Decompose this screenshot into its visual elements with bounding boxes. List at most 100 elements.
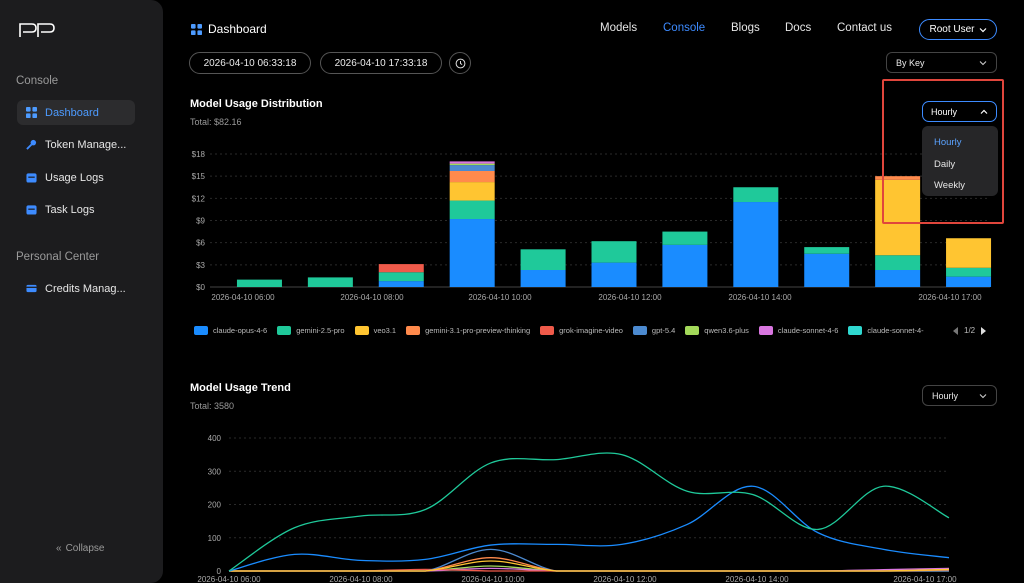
legend-item[interactable]: claude-sonnet-4-6 [758,326,838,335]
nav-contact-us[interactable]: Contact us [837,22,892,34]
dashboard-icon [191,23,202,35]
time-picker-button[interactable] [449,52,471,74]
sidebar-item-label: Token Manage... [45,138,127,151]
trend-line [228,565,949,572]
collapse-button[interactable]: «Collapse [56,543,104,554]
x-tick-label: 2026-04-10 08:00 [340,293,404,302]
sidebar-item-task-logs[interactable]: Task Logs [17,197,135,222]
nav-docs[interactable]: Docs [785,22,812,34]
legend-swatch [194,326,208,335]
legend-label: claude-opus-4-6 [213,326,268,335]
legend-item[interactable]: qwen3.6-plus [685,326,749,335]
y-tick-label: $6 [196,239,205,248]
x-tick-label: 2026-04-10 14:00 [728,293,792,302]
group-by-select[interactable]: By Key [886,52,997,73]
trend-line [228,485,950,572]
y-tick-label: $0 [196,283,205,292]
caret-left-icon[interactable] [953,326,959,335]
y-tick-label: 200 [208,501,222,510]
sidebar-item-credits-management[interactable]: Credits Manag... [17,276,135,301]
bar-segment [307,277,353,287]
bar-segment [378,272,424,282]
bar-segment [875,176,921,180]
page-title-text: Dashboard [208,22,267,36]
legend-swatch [406,326,421,335]
bar-segment [591,262,637,287]
legend-swatch [758,326,773,335]
x-tick-label: 2026-04-10 17:00 [893,575,957,583]
sidebar-item-dashboard[interactable]: Dashboard [17,100,135,125]
bar-segment [662,244,708,287]
y-tick-label: $9 [196,217,205,226]
group-by-value: By Key [896,57,925,68]
bar-segment [449,161,495,164]
app-logo[interactable] [18,20,58,44]
legend-item[interactable]: claude-opus-4-6 [194,326,267,335]
bar-segment [946,276,992,287]
double-chevron-left-icon: « [56,543,62,554]
nav-models[interactable]: Models [600,22,638,34]
legend-swatch [540,326,555,335]
x-tick-label: 2026-04-10 10:00 [461,575,525,583]
dropdown-option-hourly[interactable]: Hourly [934,137,962,148]
end-datetime-input[interactable]: 2026-04-10 17:33:18 [320,52,442,74]
legend-swatch [685,326,700,335]
sidebar-item-token-management[interactable]: Token Manage... [17,132,135,157]
bar-segment [733,202,779,287]
x-tick-label: 2026-04-10 06:00 [197,575,261,583]
user-label: Root User [929,24,975,35]
legend-swatch [632,326,647,335]
trend-title: Model Usage Trend [190,382,291,394]
bar-segment [449,163,495,166]
dropdown-option-weekly[interactable]: Weekly [934,180,965,191]
legend-label: claude-sonnet-4- [867,326,924,335]
legend-item[interactable]: gemini-2.5-pro [277,326,345,335]
legend-swatch [848,326,863,335]
y-tick-label: 300 [208,467,222,476]
sidebar-item-label: Dashboard [45,106,99,119]
legend-label: gemini-3.1-pro-preview-thinking [425,326,531,335]
y-tick-label: $18 [192,150,206,159]
bar-segment [875,270,921,287]
legend-label: gpt-5.4 [651,326,676,335]
x-tick-label: 2026-04-10 06:00 [211,293,275,302]
chevron-up-icon [980,109,988,114]
caret-right-icon[interactable] [980,326,987,335]
credit-card-icon [26,284,37,293]
collapse-label: Collapse [65,543,105,554]
distribution-granularity-select[interactable]: Hourly [922,101,997,122]
bar-segment [520,270,566,287]
y-tick-label: 0 [217,567,222,576]
trend-line [228,557,950,572]
legend-item[interactable]: gpt-5.4 [632,326,676,335]
key-icon [26,139,37,150]
legend-item[interactable]: veo3.1 [354,326,396,335]
legend-item[interactable]: grok-imagine-video [540,326,623,335]
bar-segment [378,281,424,287]
start-datetime-input[interactable]: 2026-04-10 06:33:18 [189,52,311,74]
y-tick-label: $12 [192,194,206,203]
user-menu-button[interactable]: Root User [919,19,997,40]
chevron-down-icon [979,60,987,65]
bar-segment [236,279,282,287]
legend-item[interactable]: gemini-3.1-pro-preview-thinking [406,326,530,335]
bar-segment [733,187,779,203]
sidebar-item-label: Task Logs [45,203,95,216]
dashboard-icon [26,107,37,118]
x-tick-label: 2026-04-10 08:00 [329,575,393,583]
bar-segment [946,238,992,268]
trend-line [228,567,950,572]
nav-blogs[interactable]: Blogs [731,22,760,34]
nav-console[interactable]: Console [663,22,706,34]
legend-pager: 1/2 [953,326,987,335]
sidebar-item-usage-logs[interactable]: Usage Logs [17,165,135,190]
calendar-icon [26,173,37,183]
dropdown-option-daily[interactable]: Daily [934,158,956,170]
trend-line [228,548,949,572]
legend-item[interactable]: claude-sonnet-4- [848,326,924,335]
bar-segment [449,182,495,201]
bar-segment [804,253,850,287]
trend-line [228,568,949,572]
trend-line [228,560,950,572]
trend-granularity-select[interactable]: Hourly [922,385,997,406]
